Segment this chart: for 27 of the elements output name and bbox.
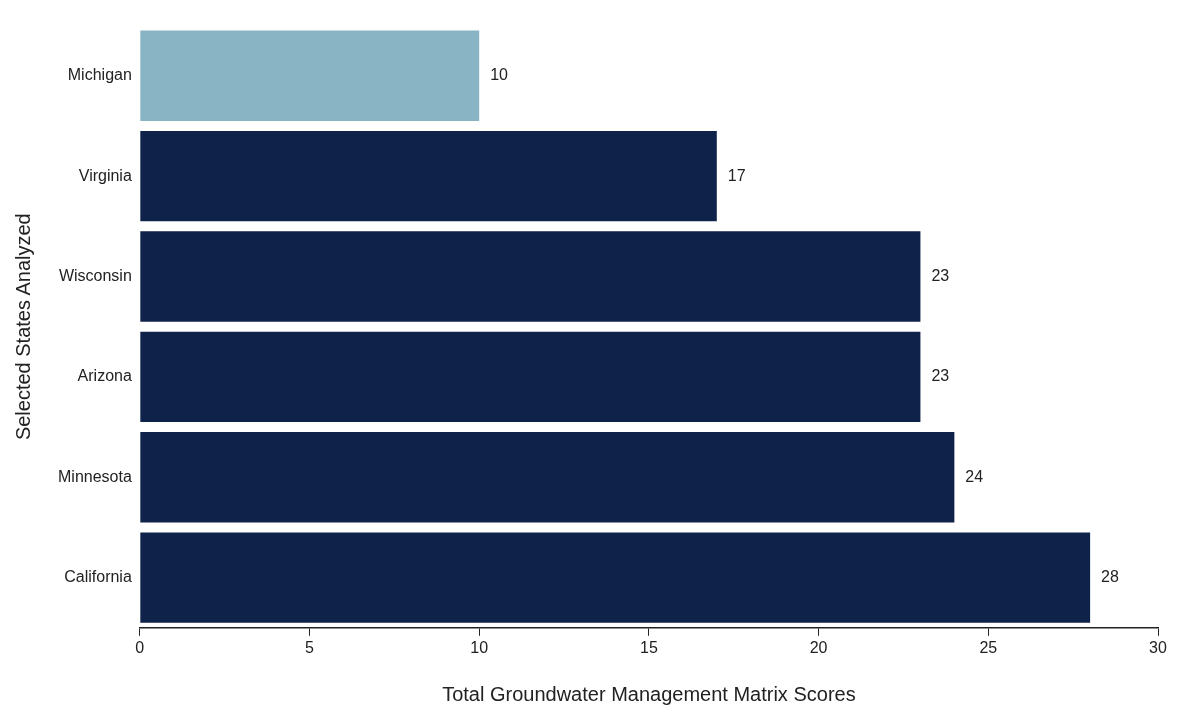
y-tick-label: Wisconsin <box>58 266 132 284</box>
data-label: 28 <box>1101 568 1120 586</box>
y-tick-label: Virginia <box>78 166 132 184</box>
bar <box>140 532 1091 623</box>
x-tick-label: 15 <box>640 638 658 656</box>
bar <box>140 30 480 121</box>
data-label: 17 <box>727 166 746 184</box>
y-tick-label: California <box>64 568 132 586</box>
data-label: 24 <box>965 467 984 485</box>
x-tick-label: 20 <box>809 638 828 656</box>
y-tick-label: Arizona <box>77 367 132 385</box>
bar <box>140 331 921 423</box>
bar <box>140 130 717 222</box>
x-axis-title: Total Groundwater Management Matrix Scores <box>442 682 856 705</box>
x-tick-label: 10 <box>470 638 489 656</box>
y-tick-label: Michigan <box>67 66 132 84</box>
data-label: 23 <box>931 266 950 284</box>
data-label: 23 <box>931 367 950 385</box>
y-tick-label: Minnesota <box>57 467 132 485</box>
x-tick-label: 5 <box>305 638 315 656</box>
data-label: 10 <box>490 66 509 84</box>
x-tick-label: 30 <box>1149 638 1167 656</box>
x-tick-label: 0 <box>135 638 145 656</box>
y-axis-title: Selected States Analyzed <box>11 213 34 441</box>
x-tick-label: 25 <box>979 638 998 656</box>
bar <box>140 432 955 523</box>
bar <box>140 231 921 322</box>
